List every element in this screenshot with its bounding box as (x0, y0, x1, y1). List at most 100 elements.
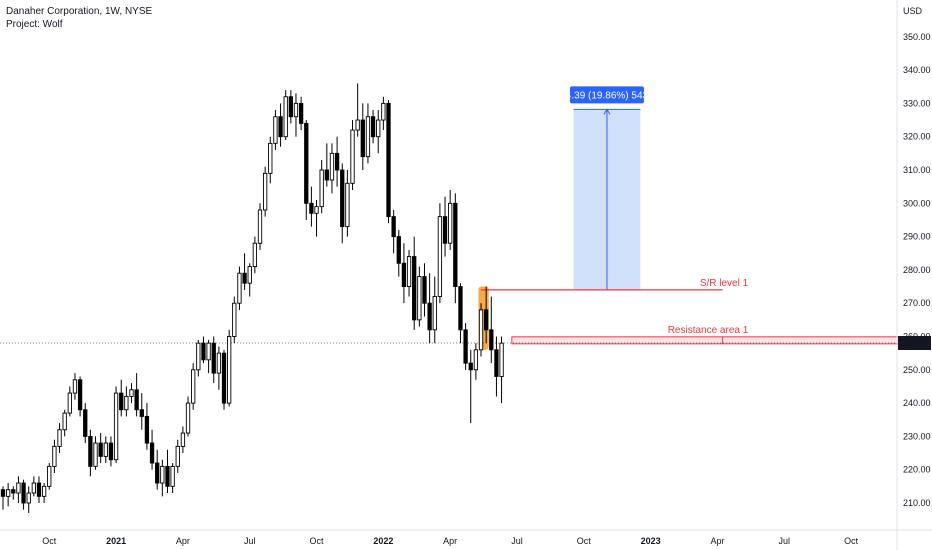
candle[interactable] (119, 379, 124, 417)
candle[interactable] (5, 483, 11, 507)
candle[interactable] (67, 386, 72, 417)
candle[interactable] (247, 263, 252, 297)
candle[interactable] (180, 426, 186, 454)
candle[interactable] (319, 160, 324, 214)
candle[interactable] (77, 376, 83, 417)
candle[interactable] (36, 476, 42, 503)
candle[interactable] (221, 349, 227, 410)
candle[interactable] (478, 303, 484, 357)
candle[interactable] (72, 373, 78, 400)
candle[interactable] (345, 170, 350, 237)
candle[interactable] (160, 459, 165, 497)
candle[interactable] (191, 363, 196, 410)
candle[interactable] (227, 329, 232, 407)
last-price-tag[interactable] (898, 335, 931, 350)
candle[interactable] (417, 266, 422, 327)
candle[interactable] (170, 463, 175, 494)
candle[interactable] (11, 486, 16, 500)
candle[interactable] (108, 436, 114, 467)
candle[interactable] (293, 93, 299, 137)
candle[interactable] (144, 403, 150, 450)
candle[interactable] (185, 396, 191, 437)
candle[interactable] (113, 386, 119, 464)
candle[interactable] (41, 483, 47, 503)
candle[interactable] (463, 323, 468, 370)
candle[interactable] (237, 266, 242, 310)
candle[interactable] (124, 386, 129, 417)
candle[interactable] (62, 409, 67, 437)
candle[interactable] (26, 486, 31, 513)
candle[interactable] (386, 100, 391, 224)
candle[interactable] (232, 296, 237, 344)
price-axis[interactable]: USD210.00220.00230.00240.00250.00260.002… (896, 0, 931, 550)
candle[interactable] (304, 120, 309, 220)
symbol-title[interactable]: Danaher Corporation, 1W, NYSE (6, 6, 153, 17)
resistance-area-box[interactable] (511, 336, 909, 345)
candle[interactable] (458, 283, 463, 344)
candle[interactable] (16, 476, 21, 503)
candle[interactable] (432, 276, 437, 344)
candle[interactable] (427, 273, 432, 344)
candle[interactable] (262, 166, 268, 217)
candle[interactable] (288, 90, 293, 124)
candle[interactable] (155, 449, 160, 490)
candle[interactable] (442, 196, 448, 257)
candle[interactable] (242, 253, 247, 290)
candle[interactable] (83, 403, 88, 444)
candle[interactable] (412, 236, 417, 330)
candle[interactable] (31, 476, 36, 497)
candle[interactable] (391, 209, 396, 254)
candle[interactable] (401, 243, 407, 304)
candle[interactable] (453, 193, 458, 304)
candle[interactable] (406, 249, 412, 297)
time-axis[interactable]: Oct 2021 Apr Jul Oct 2022 Apr Jul Oct 2023 Apr Jul O… (0, 529, 932, 546)
candle[interactable] (396, 229, 401, 277)
candle[interactable] (309, 186, 314, 227)
candle[interactable] (494, 336, 499, 397)
candle[interactable] (324, 143, 329, 187)
candle[interactable] (211, 336, 216, 384)
candle[interactable] (103, 436, 108, 464)
candle[interactable] (298, 96, 304, 131)
candle[interactable] (422, 263, 427, 317)
candle[interactable] (52, 439, 57, 474)
candle[interactable] (278, 103, 283, 147)
candle[interactable] (314, 199, 319, 237)
candle[interactable] (340, 163, 345, 244)
candle[interactable] (206, 339, 211, 374)
candle[interactable] (252, 236, 258, 274)
candle[interactable] (0, 486, 6, 510)
candle[interactable] (350, 120, 355, 190)
candle[interactable] (355, 83, 360, 137)
candle[interactable] (484, 286, 489, 344)
candle[interactable] (273, 110, 278, 151)
candle[interactable] (365, 103, 371, 164)
candle[interactable] (468, 349, 473, 424)
candle[interactable] (88, 429, 93, 477)
candle[interactable] (489, 296, 494, 364)
candle[interactable] (216, 346, 222, 390)
candle[interactable] (381, 96, 386, 131)
candle[interactable] (268, 136, 273, 184)
candle[interactable] (283, 90, 288, 141)
candle[interactable] (499, 336, 504, 404)
candle[interactable] (129, 383, 134, 404)
candle[interactable] (376, 110, 381, 154)
candle[interactable] (437, 203, 443, 304)
candle[interactable] (473, 343, 479, 380)
candle[interactable] (47, 463, 52, 490)
candle[interactable] (149, 429, 155, 470)
candle[interactable] (139, 393, 144, 430)
candle[interactable] (21, 479, 26, 510)
candle[interactable] (257, 203, 263, 250)
candle[interactable] (93, 436, 98, 470)
candle[interactable] (334, 136, 340, 187)
candle[interactable] (448, 189, 453, 250)
candle[interactable] (196, 339, 201, 377)
candle[interactable] (134, 373, 139, 417)
candle[interactable] (175, 439, 180, 474)
candle[interactable] (329, 143, 335, 194)
candle[interactable] (165, 449, 170, 494)
candle[interactable] (201, 336, 206, 364)
